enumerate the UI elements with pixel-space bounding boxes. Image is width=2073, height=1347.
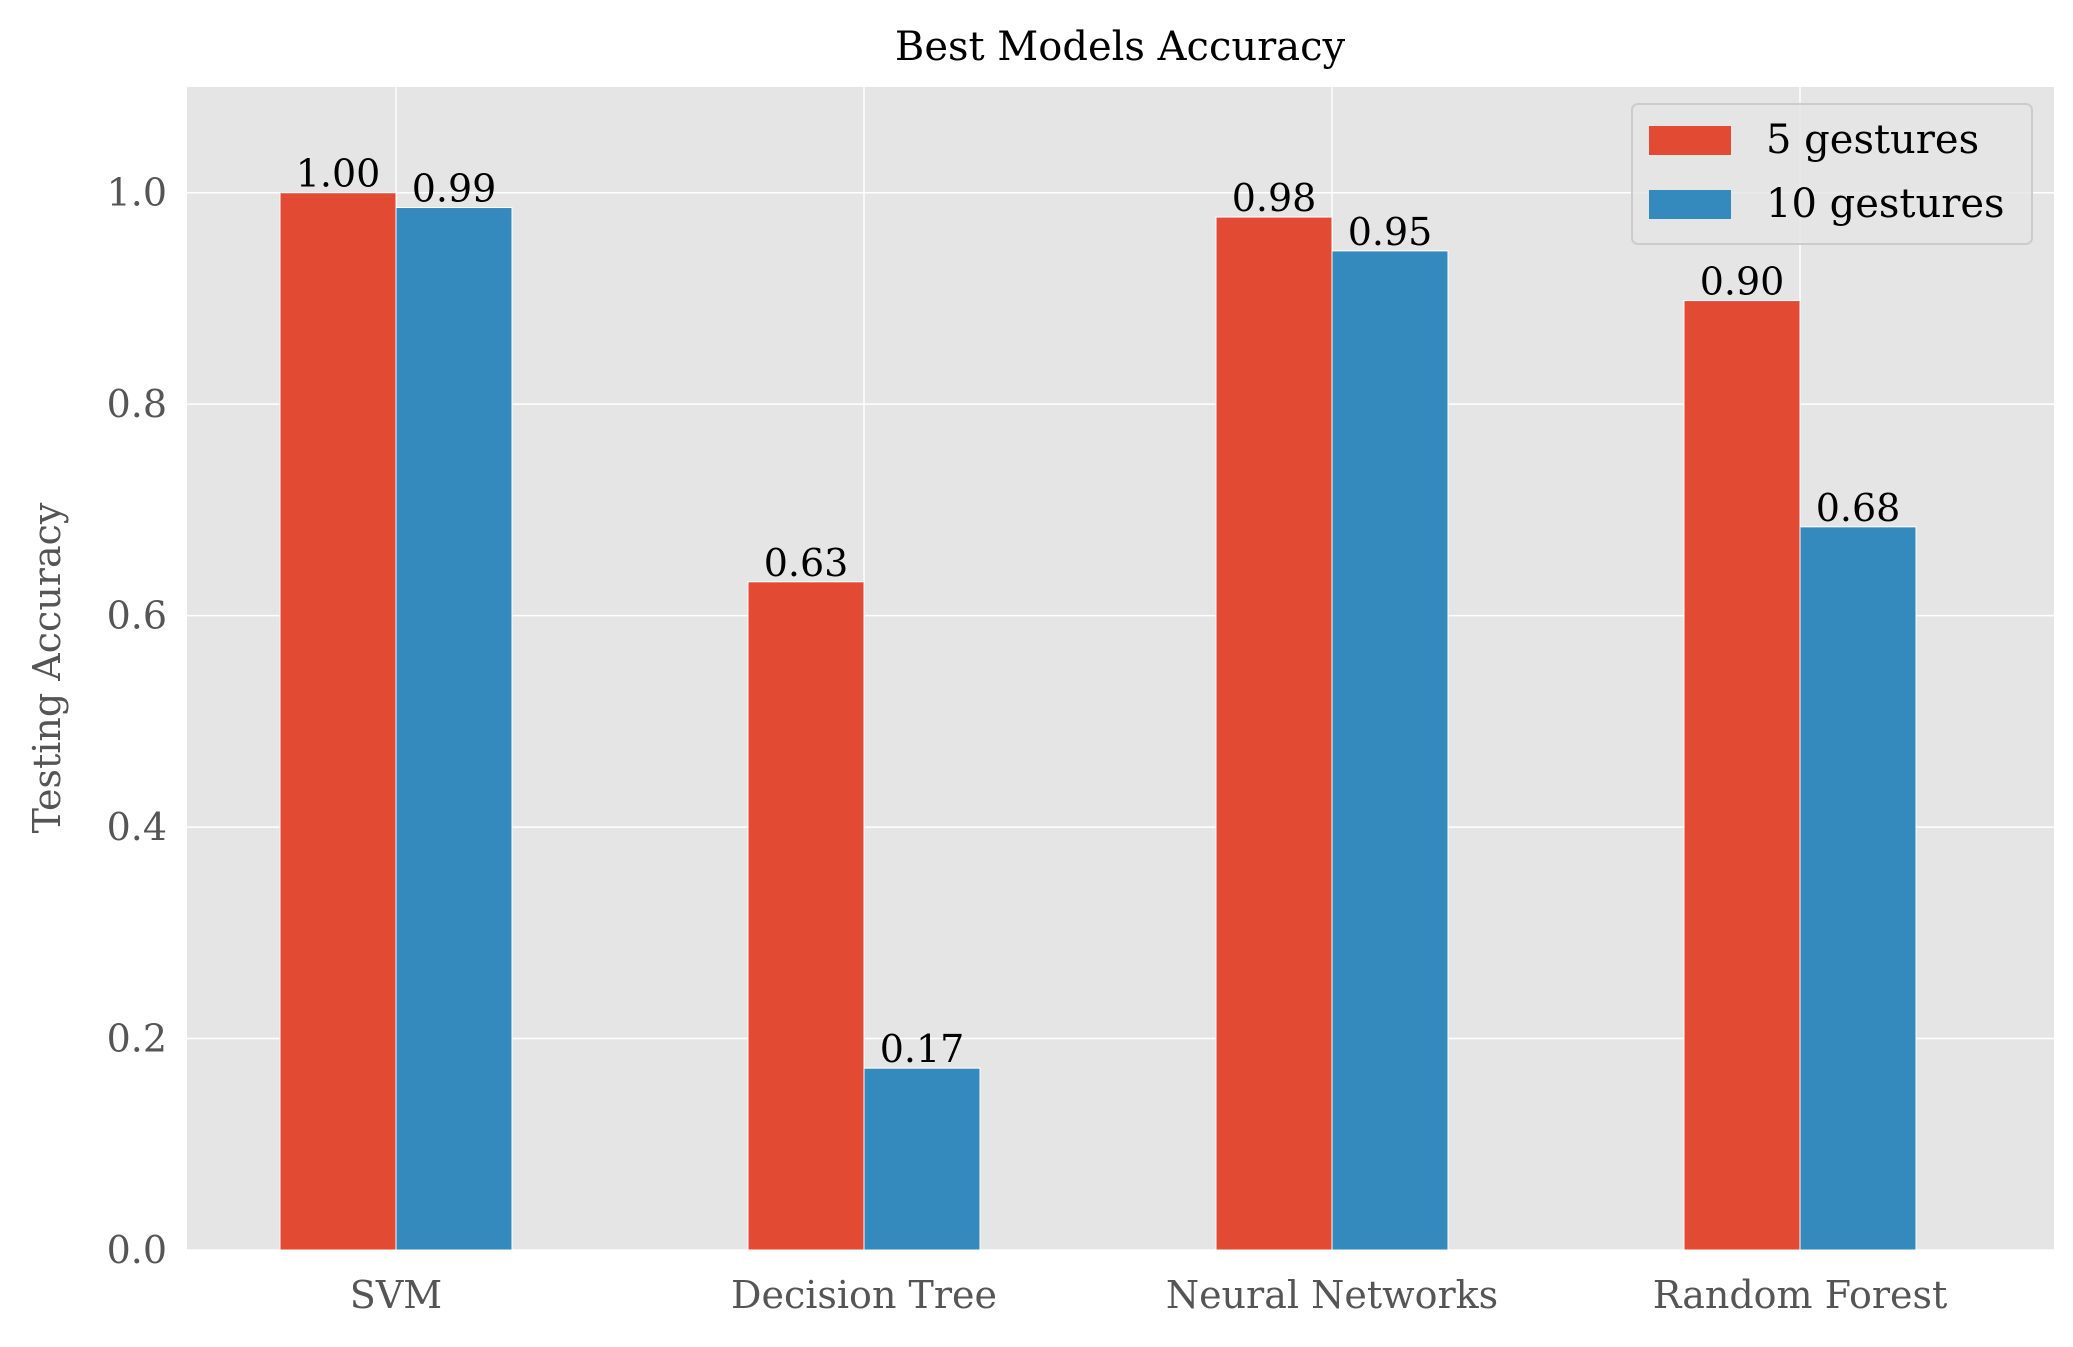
legend-label-5-gestures: 5 gestures xyxy=(1766,117,1979,163)
x-tick-label-decision-tree: Decision Tree xyxy=(731,1273,997,1317)
bars xyxy=(279,192,1917,1251)
y-tick-label: 0.2 xyxy=(107,1017,167,1061)
legend-swatch-5-gestures xyxy=(1649,126,1731,155)
legend-swatch-10-gestures xyxy=(1649,190,1731,219)
value-label-5-gestures-random-forest: 0.90 xyxy=(1700,260,1785,304)
chart-title: Best Models Accuracy xyxy=(895,24,1346,70)
value-label-10-gestures-svm: 0.99 xyxy=(412,167,497,211)
x-tick-label-neural-networks: Neural Networks xyxy=(1166,1273,1498,1317)
y-tick-label: 0.4 xyxy=(107,805,167,849)
bar-5-gestures-decision-tree xyxy=(747,581,865,1251)
y-axis-label: Testing Accuracy xyxy=(25,502,69,833)
bar-5-gestures-svm xyxy=(279,192,397,1251)
legend-box xyxy=(1631,103,2033,245)
y-tick-label: 0.8 xyxy=(107,382,167,426)
bar-10-gestures-neural-networks xyxy=(1331,250,1449,1251)
value-labels: 1.00 0.63 0.98 0.90 0.99 0.17 0.95 0.68 xyxy=(296,152,1901,1071)
value-label-10-gestures-neural-networks: 0.95 xyxy=(1348,210,1433,254)
x-tick-label-svm: SVM xyxy=(350,1273,442,1317)
bar-10-gestures-svm xyxy=(395,207,513,1251)
bar-5-gestures-random-forest xyxy=(1683,300,1801,1251)
bar-10-gestures-random-forest xyxy=(1799,526,1917,1251)
legend-label-10-gestures: 10 gestures xyxy=(1766,181,2005,227)
x-tick-label-random-forest: Random Forest xyxy=(1653,1273,1948,1317)
bar-10-gestures-decision-tree xyxy=(863,1067,981,1251)
value-label-5-gestures-neural-networks: 0.98 xyxy=(1232,176,1317,220)
y-tick-label: 1.0 xyxy=(107,171,167,215)
y-tick-label: 0.0 xyxy=(107,1228,167,1272)
axes: 0.0 0.2 0.4 0.6 0.8 1.0 SVM Decision Tree Neural… xyxy=(107,171,1948,1317)
y-tick-label: 0.6 xyxy=(107,594,167,638)
value-label-10-gestures-random-forest: 0.68 xyxy=(1816,486,1901,530)
value-label-5-gestures-decision-tree: 0.63 xyxy=(764,541,849,585)
legend: 5 gestures 10 gestures xyxy=(1631,103,2033,245)
value-label-5-gestures-svm: 1.00 xyxy=(296,152,381,196)
bar-5-gestures-neural-networks xyxy=(1215,216,1333,1251)
value-label-10-gestures-decision-tree: 0.17 xyxy=(880,1027,965,1071)
